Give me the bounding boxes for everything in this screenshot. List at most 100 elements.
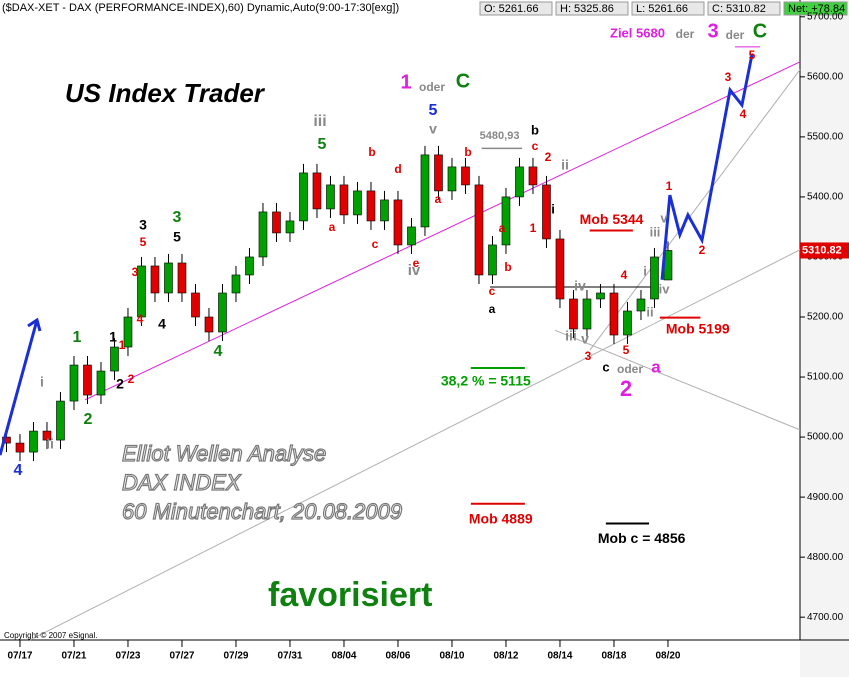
wave-label: c [602,359,609,374]
wave-label: oder [617,362,643,376]
candle-body [582,298,592,330]
x-tick-label: 08/14 [547,651,572,662]
quote-box [707,1,781,16]
wave-label: a [499,221,506,235]
trend-line [84,61,801,401]
candle-body [29,430,38,453]
candle-body [83,364,92,396]
level-label: Mob c = 4856 [598,530,686,546]
analysis-note: 60 Minutenchart, 20.08.2009 [122,499,402,524]
wave-label: C [456,70,470,92]
candle-body [245,256,254,276]
quote-value: H: 5325.86 [560,3,614,15]
candle-body [123,316,133,348]
candle-body [312,172,322,210]
candle-body [272,211,281,234]
wave-label: c [489,284,496,298]
last-price: 5310.82 [802,244,842,256]
quote-value: L: 5261.66 [636,3,688,15]
candle-body [461,166,470,186]
wave-label: 5 [173,229,181,245]
quote-box [479,1,553,16]
candle-body [555,238,565,300]
candle-body [137,265,146,318]
candle-body [299,172,308,222]
level-label: 5480,93 [480,130,520,142]
candle-body [447,166,457,192]
level-label: Mob 5199 [666,320,730,336]
net-value: Net: +78.84 [788,3,845,15]
wave-label: 2 [84,411,93,428]
wave-label: i [551,201,555,216]
chart-title: ($DAX-XET - DAX (PERFORMANCE-INDEX),60) … [2,2,399,14]
y-tick-label: 4900.00 [807,492,844,503]
candle-body [474,184,484,276]
wave-label: ii [561,157,569,173]
wave-label: 3 [139,217,147,233]
wave-label: 3 [725,70,732,84]
wave-label: 2 [699,243,706,257]
wave-label: 1 [400,71,411,93]
candle-body [15,442,25,453]
x-tick-label: 08/04 [331,651,356,662]
candle-body [407,226,416,246]
wave-label: 3 [585,349,592,363]
quote-value: O: 5261.66 [484,3,538,15]
wave-label: 1 [530,221,537,235]
x-tick-label: 08/18 [601,651,626,662]
candle-body [218,292,227,333]
wave-label: 2 [116,376,124,392]
candle-body [366,190,376,222]
wave-label: 5 [623,343,630,357]
wave-label: ii [646,304,653,319]
wave-label: 4 [158,316,166,332]
x-tick-label: 08/06 [385,651,410,662]
wave-label: a [329,220,336,234]
wave-label: 1 [109,329,117,345]
candle-body [434,154,443,192]
wave-label: 2 [620,376,632,401]
quote-value: C: 5310.82 [712,3,766,15]
candle-body [528,166,538,186]
wave-label: i [643,263,647,278]
analysis-note: DAX INDEX [122,470,242,495]
x-tick-label: 08/20 [655,651,680,662]
forecast-arrow [0,319,39,456]
candle-body [164,262,173,294]
wave-label: iv [659,281,671,296]
y-tick-label: 4800.00 [807,552,844,563]
y-tick-label: 5100.00 [807,372,844,383]
wave-label: a [651,357,661,376]
candle-body [231,274,241,294]
level-label: Mob 4889 [469,510,533,526]
candle-body [515,166,524,198]
wave-label: d [394,162,401,176]
y-tick-label: 5000.00 [807,432,844,443]
quote-box [555,1,629,16]
x-tick-label: 07/29 [223,651,248,662]
x-tick-label: 07/17 [7,651,32,662]
wave-label: c [532,139,539,153]
wave-label: 1 [73,329,82,346]
candle-body [339,184,349,216]
candle-body [420,154,430,228]
candle-body [326,184,335,210]
net-box [783,1,848,16]
wave-label: 5 [140,235,147,249]
y-tick-label: 4700.00 [807,612,844,623]
wave-label: 5 [318,136,327,153]
x-tick-label: 07/31 [277,651,302,662]
wave-label: 5 [429,102,438,119]
target-note: Ziel 5680 [610,25,665,40]
wave-label: der [676,27,695,41]
wave-label: 1 [119,338,126,352]
wave-label: 2 [545,150,552,164]
wave-label: 4 [137,312,144,326]
wave-label: oder [419,80,445,94]
candle-body [380,199,389,222]
wave-label: v [581,331,589,347]
candle-body [56,400,65,441]
wave-label: iii [565,328,577,344]
candle-body [150,265,160,294]
